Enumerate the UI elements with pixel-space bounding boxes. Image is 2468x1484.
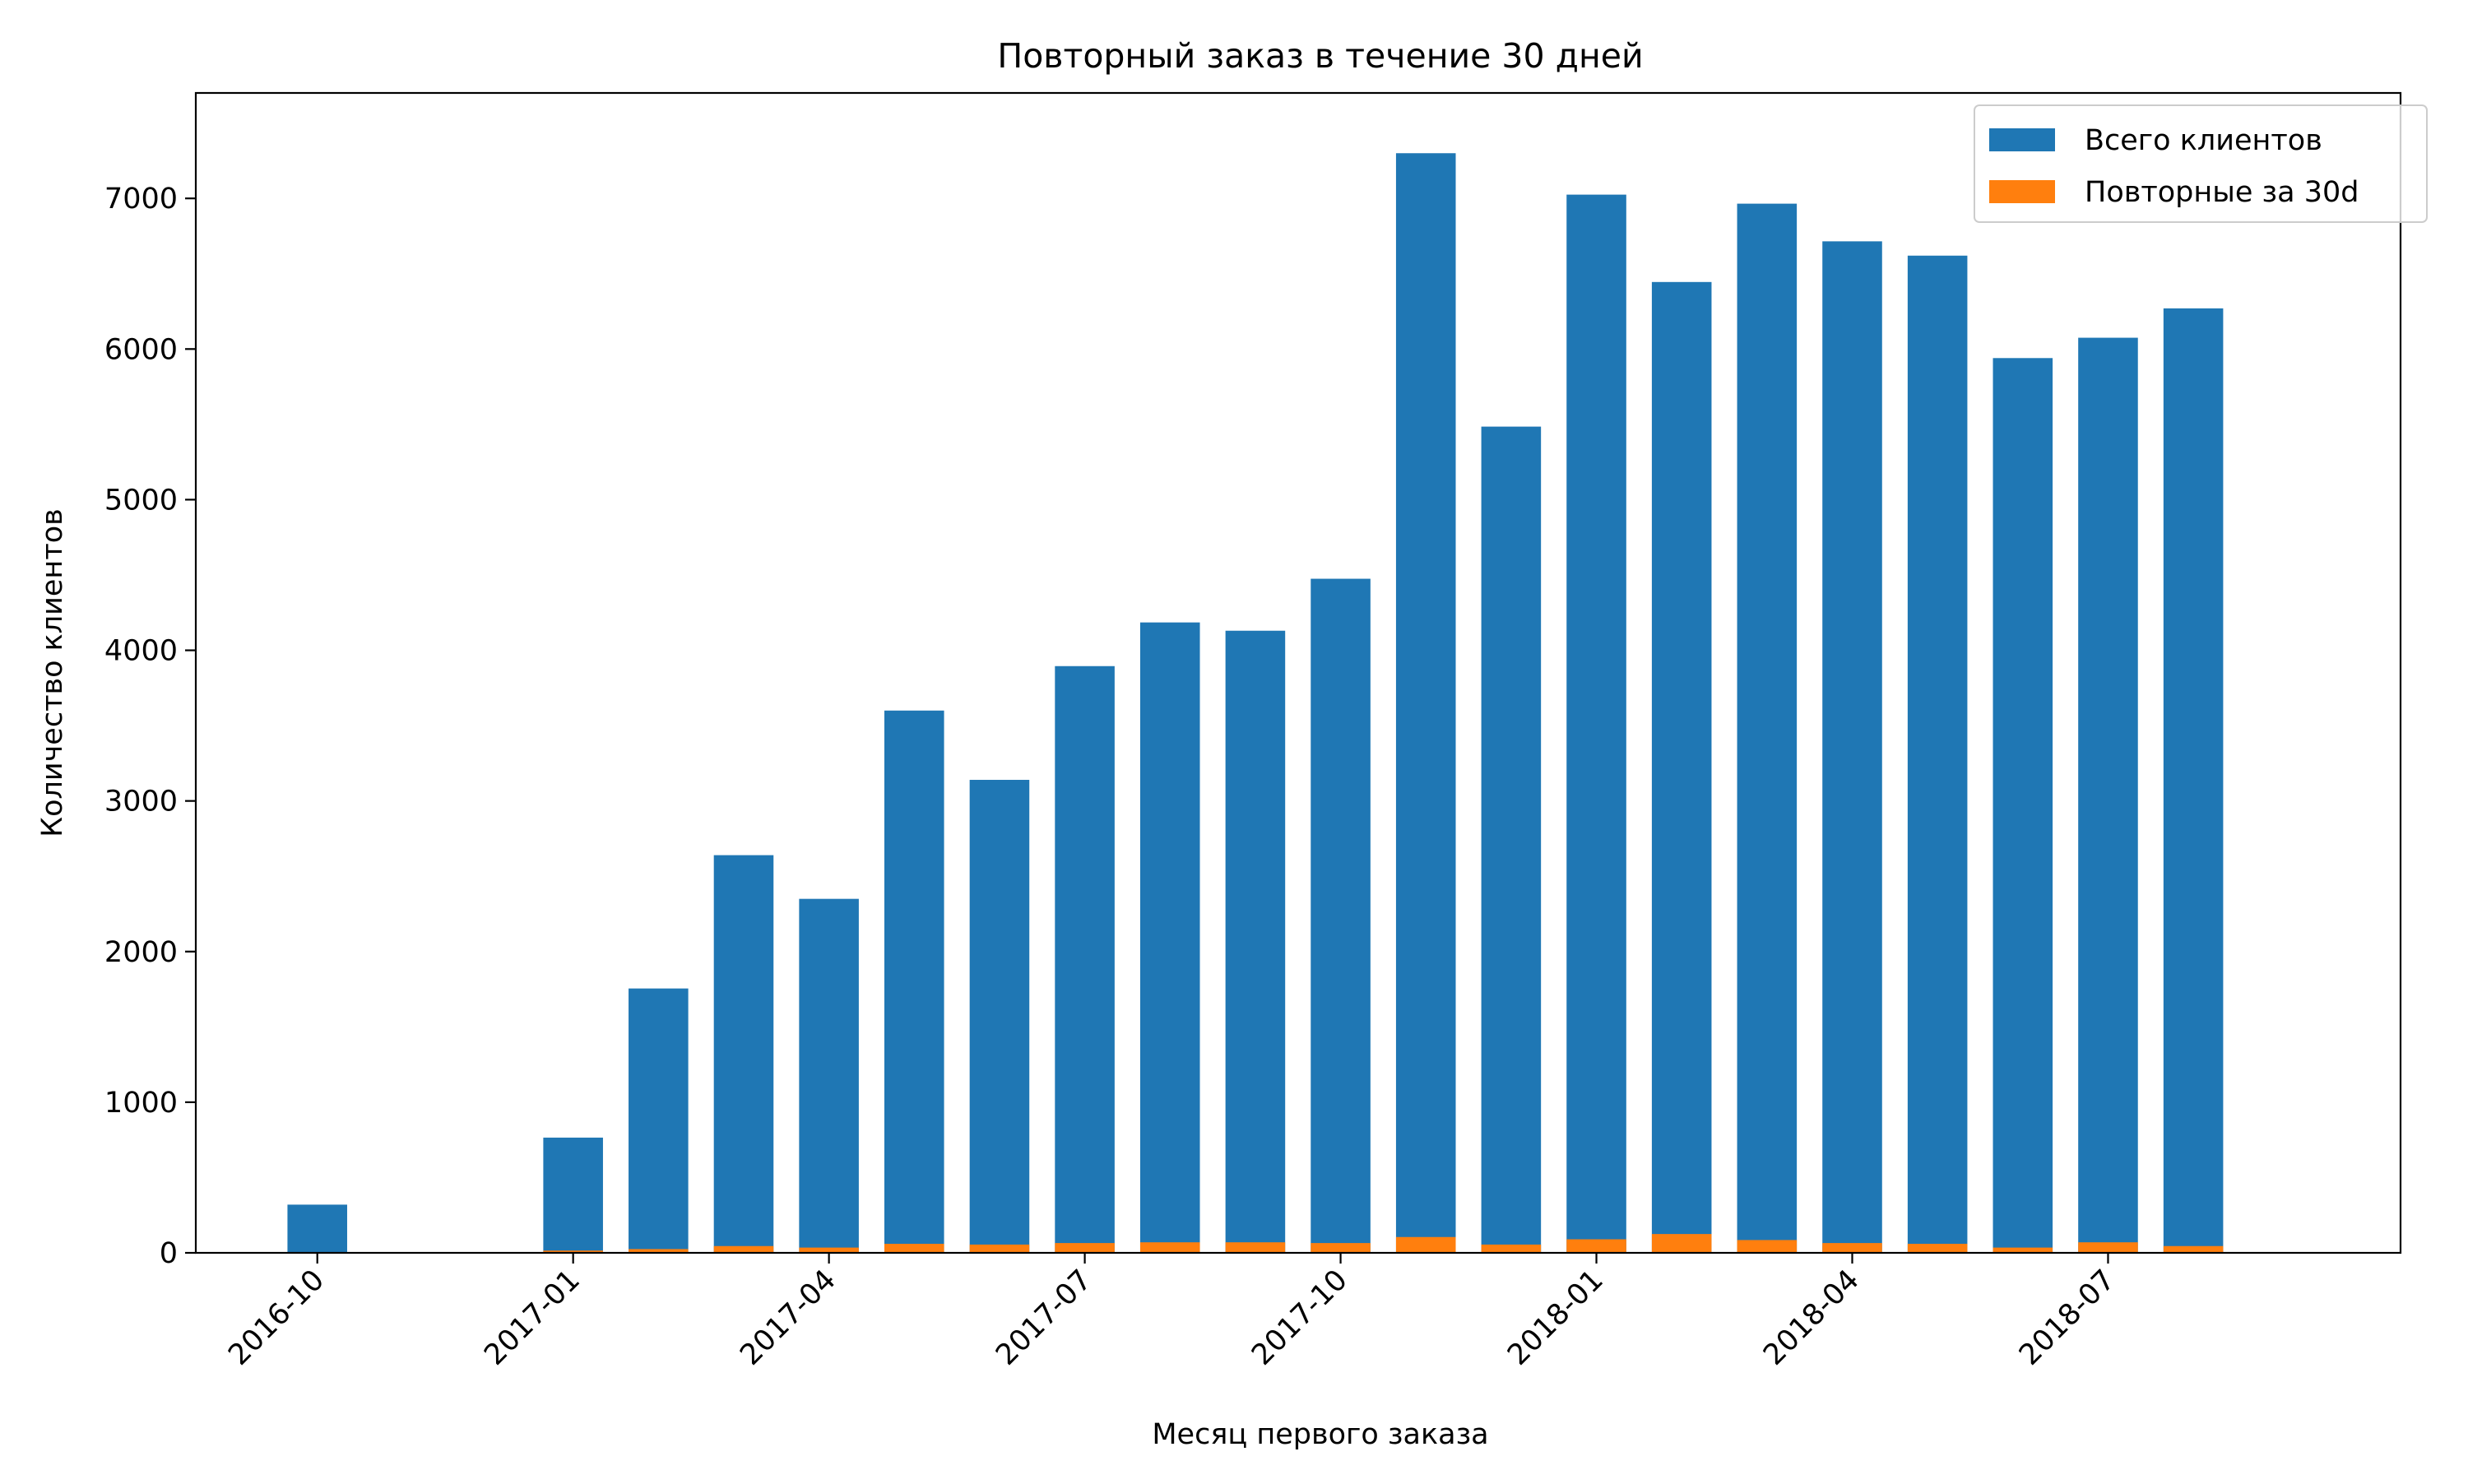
x-tick-label: 2017-07 xyxy=(990,1264,1098,1372)
legend-swatch-total xyxy=(1989,128,2055,151)
legend-label-repeat: Повторные за 30d xyxy=(2085,176,2359,209)
bar-total-2017-05 xyxy=(884,711,944,1253)
bar-repeat-2018-01 xyxy=(1566,1240,1626,1253)
x-tick-label: 2017-04 xyxy=(734,1264,842,1372)
bar-total-2017-06 xyxy=(970,780,1030,1253)
bar-repeat-2017-10 xyxy=(1311,1243,1371,1253)
bar-repeat-2018-07 xyxy=(2078,1242,2138,1253)
y-tick-label: 2000 xyxy=(104,936,178,969)
bar-total-2016-10 xyxy=(287,1204,347,1253)
bar-repeat-2018-03 xyxy=(1737,1240,1798,1253)
bar-repeat-2018-05 xyxy=(1908,1244,1968,1253)
bar-total-2018-01 xyxy=(1566,195,1626,1253)
bar-repeat-2017-06 xyxy=(970,1245,1030,1253)
bar-repeat-2017-08 xyxy=(1140,1242,1200,1253)
bar-total-2017-09 xyxy=(1226,631,1286,1253)
bar-repeat-2018-08 xyxy=(2164,1246,2224,1253)
x-tick-label: 2017-01 xyxy=(478,1264,587,1372)
x-tick-label: 2018-04 xyxy=(1757,1264,1866,1372)
x-tick-label: 2018-01 xyxy=(1501,1264,1610,1372)
bar-total-2017-11 xyxy=(1396,153,1456,1253)
bar-total-2018-07 xyxy=(2078,338,2138,1253)
bar-total-2018-08 xyxy=(2164,308,2224,1253)
y-tick-label: 5000 xyxy=(104,484,178,517)
bar-total-2017-10 xyxy=(1311,579,1371,1253)
y-tick-label: 0 xyxy=(160,1237,178,1270)
y-axis-label: Количество клиентов xyxy=(36,508,69,837)
bar-total-2017-08 xyxy=(1140,623,1200,1253)
y-tick-label: 3000 xyxy=(104,786,178,819)
bar-repeat-2017-11 xyxy=(1396,1237,1456,1253)
bar-total-2018-04 xyxy=(1822,241,1882,1253)
legend-swatch-repeat xyxy=(1989,180,2055,203)
chart-legend: Всего клиентов Повторные за 30d xyxy=(1974,105,2427,222)
bar-total-2018-03 xyxy=(1737,204,1798,1253)
bar-repeat-2017-05 xyxy=(884,1244,944,1253)
bar-total-2018-05 xyxy=(1908,256,1968,1253)
bar-total-2018-06 xyxy=(1993,358,2053,1253)
y-tick-label: 7000 xyxy=(104,183,178,216)
bar-repeat-2017-09 xyxy=(1226,1242,1286,1253)
bar-total-2017-04 xyxy=(799,899,859,1253)
bar-repeat-2018-04 xyxy=(1822,1243,1882,1253)
bar-total-2017-02 xyxy=(629,989,689,1253)
plot-frame xyxy=(196,93,2401,1253)
y-tick-label: 4000 xyxy=(104,635,178,668)
bar-repeat-2017-07 xyxy=(1055,1243,1115,1253)
bar-total-2017-03 xyxy=(714,856,774,1253)
x-tick-label: 2017-10 xyxy=(1246,1264,1354,1372)
bar-total-2018-02 xyxy=(1652,282,1712,1253)
bar-repeat-2017-12 xyxy=(1482,1245,1542,1253)
chart-title: Повторный заказ в течение 30 дней xyxy=(997,36,1643,76)
bar-total-2017-07 xyxy=(1055,666,1115,1253)
x-tick-label: 2016-10 xyxy=(222,1264,331,1372)
bar-total-2017-01 xyxy=(543,1138,603,1253)
x-axis-label: Месяц первого заказа xyxy=(1152,1418,1488,1451)
bar-repeat-2017-03 xyxy=(714,1246,774,1253)
y-tick-label: 6000 xyxy=(104,333,178,366)
y-tick-label: 1000 xyxy=(104,1087,178,1120)
bar-repeat-2018-02 xyxy=(1652,1234,1712,1253)
x-tick-label: 2018-07 xyxy=(2013,1264,2122,1372)
bar-total-2017-12 xyxy=(1482,427,1542,1253)
legend-label-total: Всего клиентов xyxy=(2085,124,2322,157)
bars-layer xyxy=(287,153,2223,1253)
